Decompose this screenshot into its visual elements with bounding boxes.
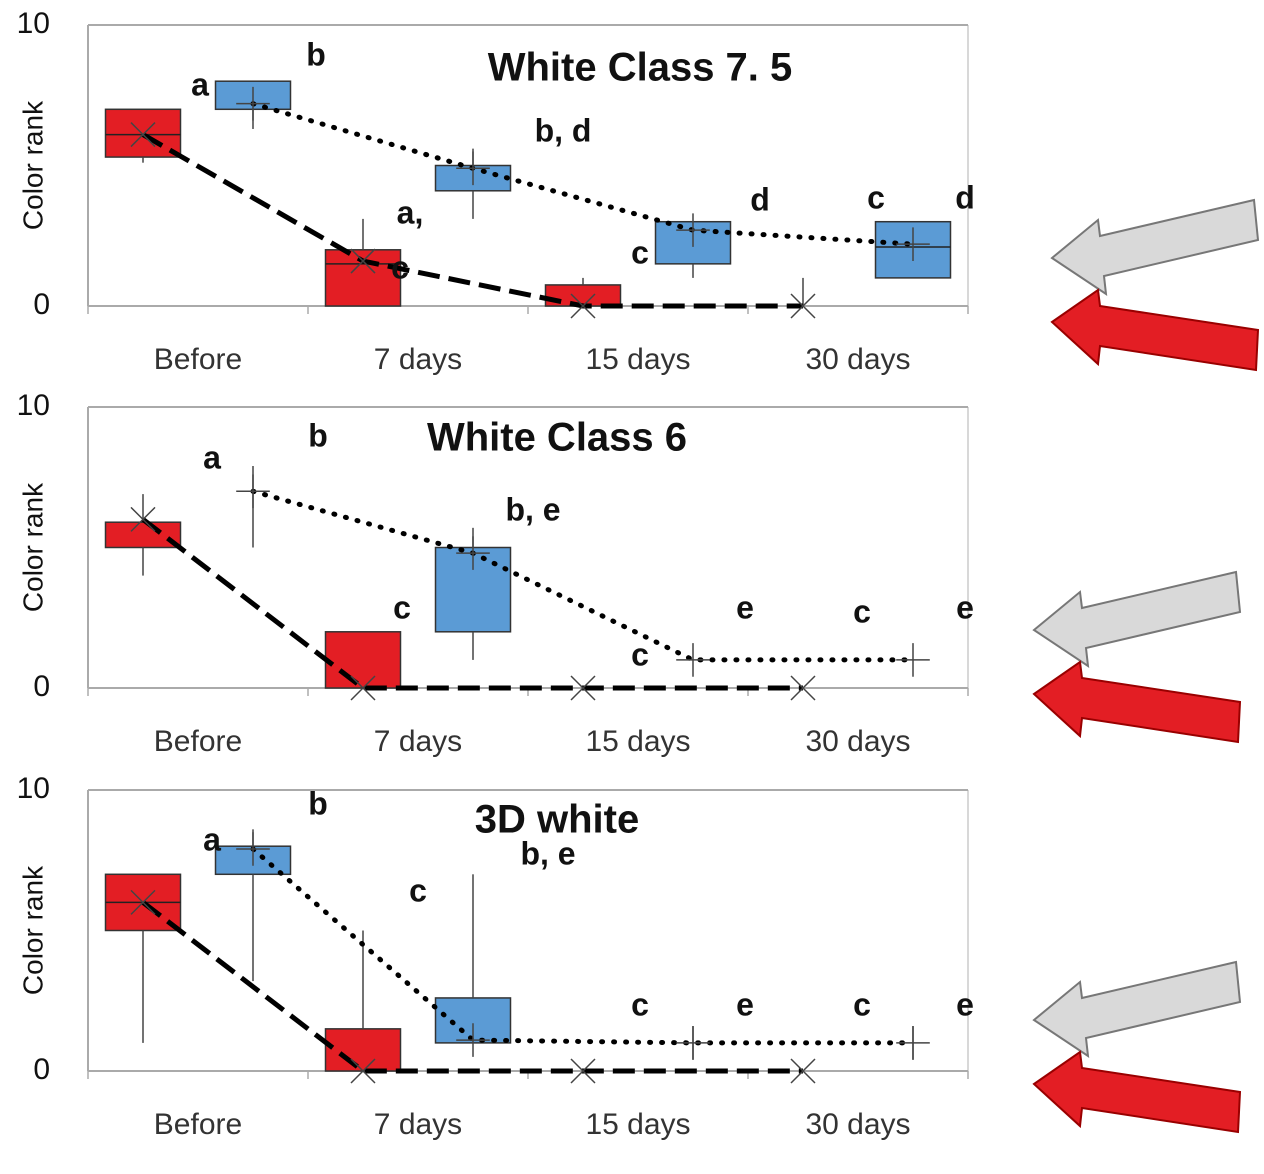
x-tick-label: 15 days (585, 343, 690, 376)
mean-marker (896, 1026, 930, 1060)
annotation: d (750, 181, 770, 217)
x-tick-label: Before (154, 1108, 242, 1141)
mean-marker (676, 643, 710, 677)
annotation: c (409, 872, 427, 908)
gray-arrow (1050, 198, 1260, 297)
y-axis-label: Color rank (17, 100, 48, 230)
arrow-pair (1050, 198, 1260, 372)
gray-arrow (1032, 960, 1242, 1059)
mean-line (250, 846, 916, 1046)
mean-marker (456, 1023, 490, 1057)
mean-marker (456, 151, 490, 186)
mean-line (141, 900, 803, 1074)
annotation: e (736, 589, 754, 625)
gray-arrow (1032, 570, 1242, 669)
annotation: c (391, 249, 409, 285)
mean-marker (790, 293, 816, 319)
chart-title: White Class 6 (427, 416, 687, 460)
y-tick-label: 10 (17, 389, 50, 422)
y-tick-label: 10 (17, 772, 50, 805)
annotation: b (306, 36, 326, 72)
mean-marker (896, 227, 930, 261)
mean-marker (790, 675, 816, 701)
mean-marker (350, 1058, 376, 1084)
y-axis-label: Color rank (17, 482, 48, 612)
chart-title: White Class 7. 5 (488, 46, 793, 90)
y-tick-label: 0 (33, 1053, 50, 1086)
annotation: a (191, 66, 209, 102)
panel: 0 10 Before 7 days 15 days 30 days Color rank 3… (17, 772, 974, 1141)
mean-marker (570, 1058, 596, 1084)
mean-marker (130, 506, 156, 532)
mean-marker (456, 536, 490, 570)
panel: 0 10 Before 7 days 15 days 30 days Color rank W… (17, 389, 974, 758)
annotation: c (393, 589, 411, 625)
mean-line (250, 488, 916, 663)
annotation: b, e (505, 491, 560, 527)
annotation: a, (397, 194, 424, 230)
red-arrow (1050, 288, 1260, 372)
x-tick-label: 15 days (585, 725, 690, 758)
arrow-pair (1032, 570, 1242, 744)
annotation: c (631, 234, 649, 270)
y-tick-label: 0 (33, 288, 50, 321)
mean-marker (570, 675, 596, 701)
mean-marker (236, 832, 270, 866)
mean-marker (350, 675, 376, 701)
y-tick-label: 10 (17, 7, 50, 40)
annotation: b (308, 417, 328, 453)
annotation: a (203, 821, 221, 857)
arrow-pair (1032, 960, 1242, 1134)
x-tick-label: 30 days (805, 1108, 910, 1141)
x-tick-label: 7 days (374, 725, 462, 758)
annotation: b, d (535, 112, 592, 148)
panel: 0 10 Before 7 days 15 days 30 days Color rank W… (17, 7, 975, 376)
annotation: c (867, 179, 885, 215)
box (324, 1028, 402, 1072)
x-tick-label: Before (154, 725, 242, 758)
box (324, 631, 402, 689)
mean-marker (130, 889, 156, 915)
mean-line (141, 132, 803, 309)
mean-marker (676, 1026, 710, 1060)
annotation: d (955, 179, 975, 215)
annotation: c (631, 636, 649, 672)
arrows (1032, 198, 1260, 1134)
annotation: b, e (520, 835, 575, 871)
x-tick-label: 15 days (585, 1108, 690, 1141)
annotation: e (956, 986, 974, 1022)
x-tick-label: 7 days (374, 1108, 462, 1141)
red-arrow (1032, 660, 1242, 744)
box (104, 521, 182, 549)
mean-marker (350, 248, 376, 274)
annotation: c (631, 986, 649, 1022)
annotation: a (203, 439, 221, 475)
annotation: e (736, 986, 754, 1022)
mean-marker (236, 86, 270, 121)
chart-title: 3D white (475, 798, 639, 842)
mean-marker (790, 1058, 816, 1084)
mean-marker (130, 122, 156, 148)
annotation: e (956, 589, 974, 625)
x-tick-label: 30 days (805, 343, 910, 376)
x-tick-label: 30 days (805, 725, 910, 758)
y-axis-label: Color rank (17, 865, 48, 995)
y-tick-label: 0 (33, 670, 50, 703)
red-arrow (1032, 1050, 1242, 1134)
mean-marker (676, 213, 710, 247)
mean-marker (570, 293, 596, 319)
box (104, 108, 182, 158)
mean-marker (236, 474, 270, 509)
annotation: c (853, 986, 871, 1022)
x-tick-label: 7 days (374, 343, 462, 376)
x-tick-label: Before (154, 343, 242, 376)
annotation: b (308, 785, 328, 821)
annotation: c (853, 593, 871, 629)
mean-line (141, 517, 803, 691)
mean-marker (896, 643, 930, 677)
